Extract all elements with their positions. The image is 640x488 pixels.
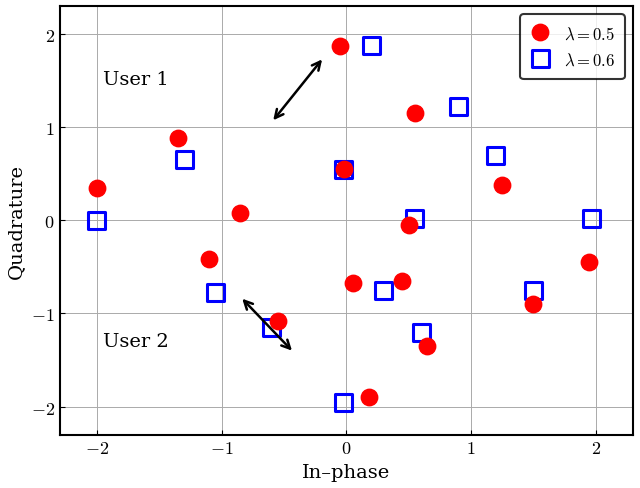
$\lambda = 0.6$ — [179, 157, 189, 164]
$\lambda = 0.5$ — [364, 394, 374, 402]
Text: User 1: User 1 — [103, 70, 169, 88]
$\lambda = 0.5$ — [92, 184, 102, 192]
$\lambda = 0.6$ — [92, 217, 102, 225]
$\lambda = 0.5$ — [410, 110, 420, 118]
$\lambda = 0.6$ — [339, 398, 349, 406]
$\lambda = 0.5$ — [173, 135, 183, 143]
$\lambda = 0.5$ — [584, 259, 595, 266]
$\lambda = 0.5$ — [348, 279, 358, 287]
$\lambda = 0.6$ — [211, 289, 221, 297]
$\lambda = 0.6$ — [416, 328, 426, 336]
$\lambda = 0.6$ — [528, 286, 538, 294]
$\lambda = 0.6$ — [366, 42, 376, 50]
X-axis label: In–phase: In–phase — [302, 463, 390, 481]
$\lambda = 0.6$ — [339, 166, 349, 174]
$\lambda = 0.5$ — [397, 277, 408, 285]
$\lambda = 0.5$ — [273, 317, 283, 325]
$\lambda = 0.5$ — [335, 43, 345, 51]
$\lambda = 0.6$ — [587, 215, 597, 223]
Y-axis label: Quadrature: Quadrature — [7, 163, 25, 278]
$\lambda = 0.6$ — [379, 286, 389, 294]
$\lambda = 0.6$ — [266, 324, 276, 332]
$\lambda = 0.5$ — [497, 182, 508, 189]
$\lambda = 0.5$ — [403, 222, 413, 229]
$\lambda = 0.5$ — [235, 209, 245, 217]
Legend: $\lambda = 0.5$, $\lambda = 0.6$: $\lambda = 0.5$, $\lambda = 0.6$ — [520, 15, 625, 80]
Text: User 2: User 2 — [103, 333, 169, 351]
$\lambda = 0.5$ — [204, 256, 214, 264]
$\lambda = 0.5$ — [339, 166, 349, 174]
$\lambda = 0.6$ — [410, 215, 420, 223]
$\lambda = 0.6$ — [453, 103, 463, 111]
$\lambda = 0.6$ — [491, 152, 501, 160]
$\lambda = 0.5$ — [528, 301, 538, 308]
$\lambda = 0.5$ — [422, 343, 433, 350]
